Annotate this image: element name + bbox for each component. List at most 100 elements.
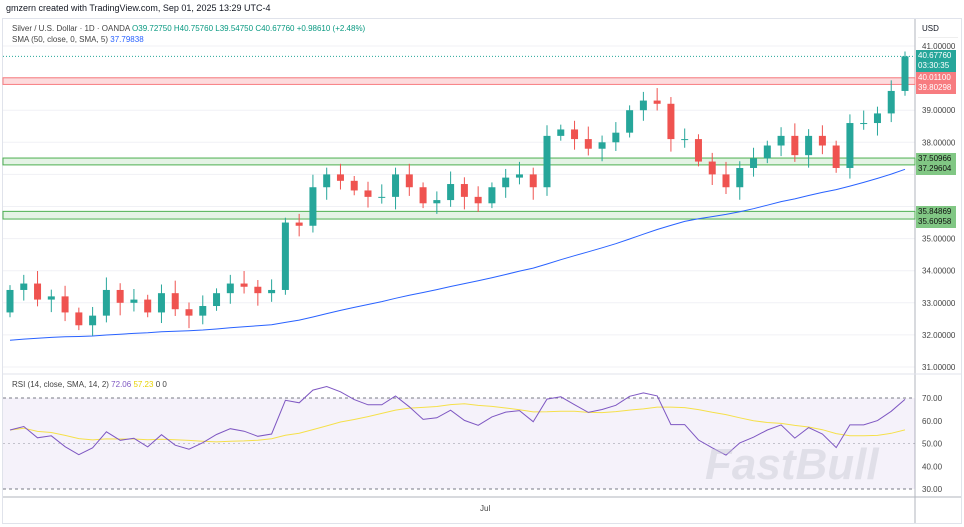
sma-label[interactable]: SMA (50, close, 0, SMA, 5)	[12, 35, 109, 44]
candle-body	[639, 100, 647, 111]
candle-body	[763, 145, 771, 159]
close-value: C40.67760	[255, 24, 295, 33]
green-zone-2-top: 35.84869	[918, 207, 952, 216]
price-tick: 35.00000	[922, 235, 956, 244]
rsi-label[interactable]: RSI (14, close, SMA, 14, 2)	[12, 380, 109, 389]
candle-body	[722, 174, 730, 188]
candle-body	[502, 177, 510, 188]
green-zone-1-bottom: 37.29604	[918, 164, 952, 173]
candle-body	[460, 184, 468, 197]
price-tick: 39.00000	[922, 106, 956, 115]
candle-body	[34, 283, 42, 300]
candle-body	[20, 283, 28, 290]
sma-value: 37.79838	[110, 35, 144, 44]
candle-body	[364, 190, 372, 197]
red-zone-label: 40.01100 39.80298	[916, 72, 956, 94]
candle-body	[736, 167, 744, 188]
price-tick: 33.00000	[922, 299, 956, 308]
candle-body	[474, 196, 482, 204]
low-value: L39.54750	[215, 24, 254, 33]
candle-body	[392, 174, 400, 197]
price-zone	[2, 157, 916, 166]
red-zone-bottom: 39.80298	[918, 83, 952, 92]
candle-body	[846, 123, 854, 168]
candle-body	[873, 113, 881, 124]
last-price: 40.67760	[918, 51, 952, 60]
candle-body	[529, 174, 537, 188]
candle-body	[571, 129, 579, 140]
candle-body	[268, 289, 276, 294]
rsi-sma-line	[9, 403, 906, 443]
candle-body	[447, 184, 455, 201]
bar-countdown: 03:30:35	[918, 61, 950, 70]
candle-body	[708, 161, 716, 175]
candle-body	[598, 142, 606, 149]
candle-body	[199, 306, 207, 316]
candle-body	[336, 174, 344, 181]
candle-body	[612, 132, 620, 143]
green-zone-1-top: 37.50966	[918, 154, 952, 163]
chart-frame	[2, 18, 962, 524]
candle-body	[116, 289, 124, 303]
rsi-tick: 70.00	[922, 394, 943, 403]
change-value: +0.98610 (+2.48%)	[296, 24, 366, 33]
candle-body	[777, 135, 785, 146]
green-zone-2-bottom: 35.60958	[918, 217, 952, 226]
candle-body	[89, 315, 97, 326]
price-tick: 31.00000	[922, 363, 956, 372]
candle-body	[805, 135, 813, 156]
candle-body	[832, 145, 840, 168]
red-zone-top: 40.01100	[918, 73, 951, 82]
symbol-name[interactable]: Silver / U.S. Dollar · 1D · OANDA	[12, 24, 130, 33]
candle-body	[6, 289, 14, 313]
rsi-extra-1: 0	[155, 380, 161, 389]
green-zone-2-label: 35.84869 35.60958	[916, 206, 956, 228]
candle-body	[130, 299, 138, 303]
currency-selector[interactable]: USD	[918, 20, 958, 38]
candle-body	[818, 135, 826, 146]
price-zone	[2, 210, 916, 220]
candle-body	[102, 289, 110, 316]
candle-body	[213, 293, 221, 307]
candle-body	[157, 293, 165, 313]
candle-body	[557, 129, 565, 136]
candle-body	[171, 293, 179, 310]
candle-body	[185, 309, 193, 316]
green-zone-1-label: 37.50966 37.29604	[916, 153, 956, 175]
chart-credit: gmzern created with TradingView.com, Sep…	[6, 3, 271, 13]
rsi-tick: 60.00	[922, 417, 943, 426]
candle-body	[433, 200, 441, 204]
candle-body	[419, 187, 427, 204]
candle-body	[240, 283, 248, 287]
candle-body	[226, 283, 234, 294]
candle-body	[515, 174, 523, 178]
candle-body	[144, 299, 152, 313]
symbol-legend: Silver / U.S. Dollar · 1D · OANDA O39.72…	[12, 23, 365, 45]
candle-body	[309, 187, 317, 226]
x-axis-label-jul: Jul	[480, 504, 491, 513]
candle-body	[653, 100, 661, 104]
sma-line	[9, 168, 906, 341]
price-tick: 41.00000	[922, 42, 956, 51]
price-tick: 34.00000	[922, 267, 956, 276]
candle-body	[405, 174, 413, 188]
open-value: O39.72750	[132, 24, 172, 33]
rsi-legend: RSI (14, close, SMA, 14, 2) 72.06 57.23 …	[12, 380, 167, 389]
candle-body	[488, 187, 496, 204]
rsi-tick: 40.00	[922, 462, 943, 471]
rsi-tick: 50.00	[922, 440, 943, 449]
rsi-sma-value: 57.23	[133, 380, 154, 389]
high-value: H40.75760	[173, 24, 214, 33]
candle-body	[47, 296, 55, 300]
candle-body	[750, 158, 758, 168]
candle-body	[75, 312, 83, 326]
candle-body	[543, 135, 551, 188]
rsi-extra-2: 0	[162, 380, 167, 389]
candle-body	[295, 222, 303, 226]
candle-body	[378, 196, 386, 198]
candle-body	[667, 103, 675, 140]
candle-body	[254, 286, 262, 294]
candle-body	[350, 180, 358, 191]
candle-body	[281, 222, 289, 290]
